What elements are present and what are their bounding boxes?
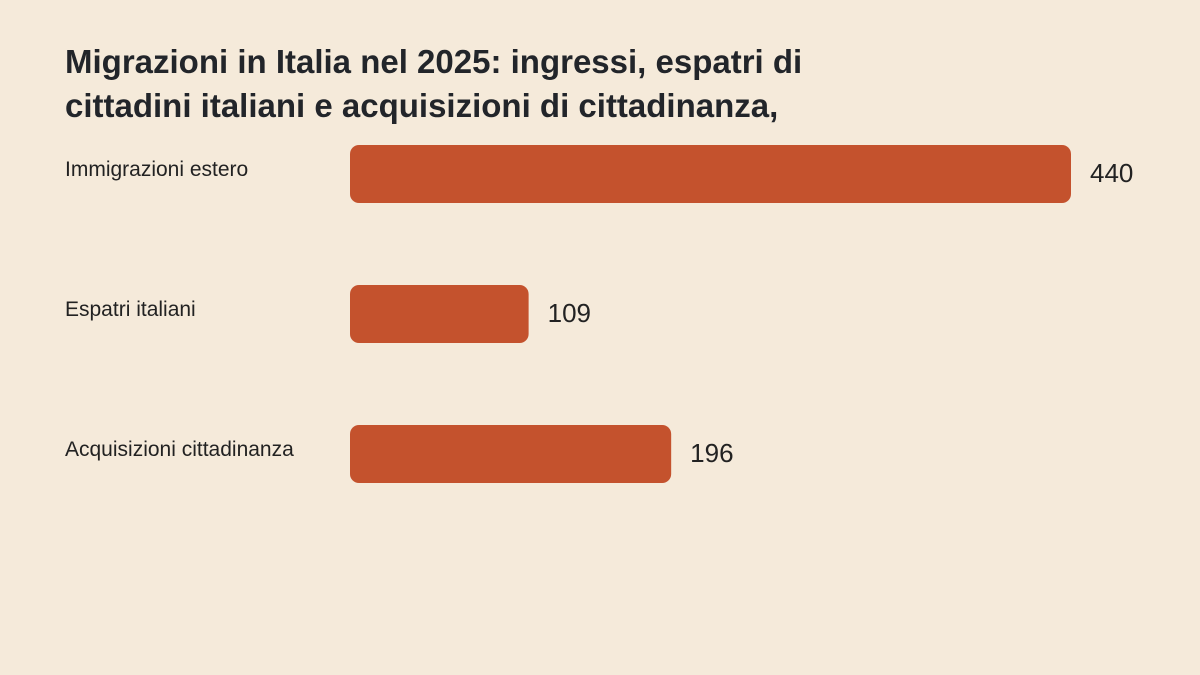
bar [350,425,672,483]
category-label: Espatri italiani [65,298,196,321]
bar [350,285,529,343]
bar [350,145,1071,203]
chart-title-line-2: cittadini italiani e acquisizioni di cit… [65,87,779,124]
chart-title-line-1: Migrazioni in Italia nel 2025: ingressi,… [65,43,803,80]
value-label: 440 [1090,158,1133,188]
chart-title: Migrazioni in Italia nel 2025: ingressi,… [65,40,965,128]
value-label: 196 [690,438,733,468]
category-label: Acquisizioni cittadinanza [65,438,294,461]
category-label: Immigrazioni estero [65,158,248,181]
value-label: 109 [548,298,591,328]
